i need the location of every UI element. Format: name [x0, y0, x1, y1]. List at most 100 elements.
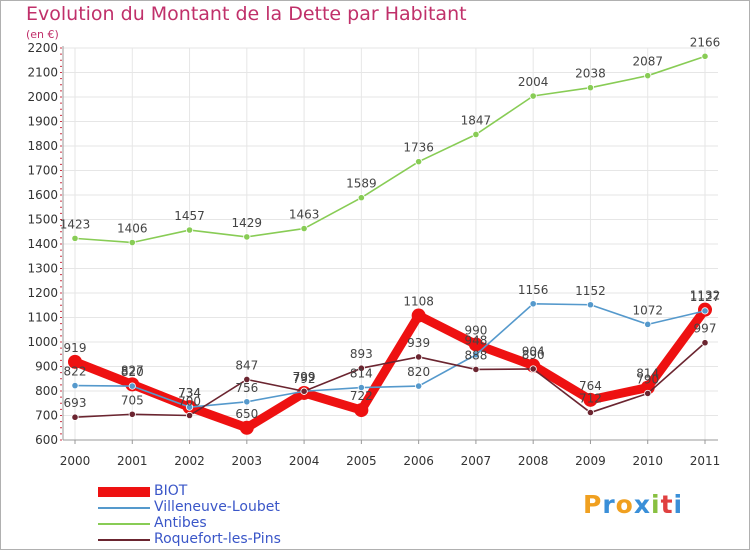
y-tick-label: 1500 [27, 213, 58, 227]
legend-label: Antibes [154, 515, 207, 531]
data-label-roquefort-les-pins: 693 [64, 396, 87, 410]
x-tick-label: 2000 [60, 454, 91, 468]
series-layer [68, 52, 712, 435]
data-label-antibes: 1457 [174, 209, 205, 223]
data-point-villeneuve-loubet [243, 398, 251, 406]
x-tick-label: 2009 [575, 454, 606, 468]
data-label-biot: 919 [64, 341, 87, 355]
data-point-villeneuve-loubet [472, 351, 480, 359]
data-label-roquefort-les-pins: 997 [694, 322, 717, 336]
data-label-antibes: 2166 [690, 35, 721, 49]
grid-layer [63, 47, 718, 441]
data-label-villeneuve-loubet: 1152 [575, 284, 606, 298]
series-line-roquefort-les-pins [74, 342, 706, 419]
data-point-biot [68, 354, 82, 369]
legend-label: BIOT [154, 483, 188, 499]
series-line-antibes [74, 55, 706, 244]
y-tick-label: 1700 [27, 164, 58, 178]
data-point-roquefort-les-pins [529, 365, 537, 373]
data-point-biot [354, 403, 369, 418]
data-label-biot: 814 [636, 367, 659, 381]
data-point-antibes [644, 72, 652, 80]
data-label-antibes: 1736 [403, 141, 434, 155]
chart-unit-label: (en €) [26, 28, 59, 41]
data-label-villeneuve-loubet: 814 [350, 367, 373, 381]
data-point-roquefort-les-pins [185, 411, 194, 420]
data-label-biot: 734 [178, 386, 201, 400]
chart-title: Evolution du Montant de la Dette par Hab… [26, 3, 467, 25]
data-label-biot: 990 [464, 323, 487, 337]
data-point-villeneuve-loubet [128, 382, 136, 390]
y-tick-label: 2000 [27, 90, 58, 104]
legend-swatch [98, 507, 150, 509]
data-label-antibes: 1847 [461, 113, 492, 127]
data-label-biot: 722 [350, 389, 373, 403]
data-label-villeneuve-loubet: 822 [64, 365, 87, 379]
y-tick-label: 1300 [27, 262, 58, 276]
data-label-villeneuve-loubet: 820 [121, 365, 144, 379]
data-label-antibes: 1589 [346, 177, 377, 191]
series-line-biot [73, 306, 709, 433]
x-tick-label: 2007 [461, 454, 492, 468]
y-tick-label: 1400 [27, 237, 58, 251]
data-point-antibes [128, 238, 136, 247]
legend-swatch [98, 523, 150, 525]
y-tick-label: 700 [35, 409, 58, 423]
y-tick-label: 1000 [27, 335, 58, 349]
data-label-roquefort-les-pins: 888 [464, 348, 487, 362]
data-point-antibes [243, 233, 251, 241]
y-tick-label: 1100 [27, 311, 58, 325]
data-label-villeneuve-loubet: 948 [464, 334, 487, 348]
data-label-biot: 1132 [690, 289, 721, 303]
data-point-roquefort-les-pins [128, 410, 136, 418]
y-tick-label: 1200 [27, 286, 58, 300]
data-point-villeneuve-loubet [644, 320, 652, 328]
data-label-antibes: 1423 [60, 217, 91, 231]
data-label-roquefort-les-pins: 799 [293, 370, 316, 384]
data-point-roquefort-les-pins [357, 364, 365, 372]
data-point-biot [411, 308, 426, 323]
data-label-roquefort-les-pins: 700 [178, 395, 201, 409]
axis-layer: 600 700 800 900 1000 1100 1200 1300 1400 1500 1600… [27, 41, 720, 468]
y-tick-label: 2100 [27, 66, 58, 80]
data-label-roquefort-les-pins: 939 [407, 336, 430, 350]
data-label-antibes: 1463 [289, 208, 320, 222]
data-label-villeneuve-loubet: 820 [407, 365, 430, 379]
data-point-villeneuve-loubet [701, 307, 709, 315]
data-point-villeneuve-loubet [415, 382, 423, 390]
x-tick-label: 2004 [289, 454, 320, 468]
x-tick-label: 2008 [518, 454, 549, 468]
data-point-roquefort-les-pins [300, 387, 308, 395]
data-point-roquefort-les-pins [243, 375, 251, 384]
data-label-roquefort-les-pins: 890 [522, 348, 545, 362]
data-point-antibes [415, 158, 423, 166]
y-tick-label: 2200 [27, 41, 58, 55]
data-point-roquefort-les-pins [701, 339, 709, 347]
data-point-villeneuve-loubet [357, 383, 365, 392]
y-tick-label: 600 [35, 433, 58, 447]
y-tick-label: 1800 [27, 139, 58, 153]
data-label-biot: 904 [522, 345, 545, 359]
x-tick-label: 2002 [174, 454, 205, 468]
data-label-villeneuve-loubet: 734 [178, 386, 201, 400]
data-point-villeneuve-loubet [529, 300, 537, 308]
y-tick-label: 900 [35, 360, 58, 374]
data-point-antibes [300, 224, 308, 233]
y-tick-label: 1600 [27, 188, 58, 202]
y-tick-label: 800 [35, 384, 58, 398]
x-tick-label: 2006 [403, 454, 434, 468]
data-label-biot: 764 [579, 379, 602, 393]
data-label-biot: 792 [293, 372, 316, 386]
data-label-biot: 650 [235, 407, 258, 421]
legend-swatch [98, 487, 150, 497]
data-point-roquefort-les-pins [71, 413, 79, 421]
data-point-villeneuve-loubet [586, 301, 595, 309]
data-point-antibes [529, 92, 537, 100]
data-label-villeneuve-loubet: 1127 [690, 290, 721, 304]
data-point-villeneuve-loubet [185, 403, 194, 411]
data-label-biot: 827 [121, 363, 144, 377]
data-point-villeneuve-loubet [71, 382, 79, 390]
data-label-roquefort-les-pins: 790 [636, 372, 659, 386]
